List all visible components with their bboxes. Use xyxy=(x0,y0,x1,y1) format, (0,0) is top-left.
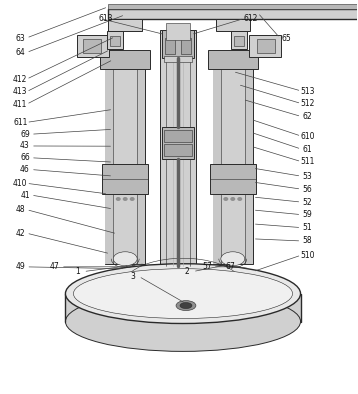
Ellipse shape xyxy=(113,252,137,266)
Ellipse shape xyxy=(237,197,242,201)
Text: 69: 69 xyxy=(20,130,30,139)
Text: 62: 62 xyxy=(303,112,312,121)
Bar xyxy=(105,65,145,264)
Ellipse shape xyxy=(221,252,245,266)
Ellipse shape xyxy=(230,187,235,191)
Bar xyxy=(213,65,221,264)
Bar xyxy=(164,56,192,61)
Bar xyxy=(160,30,196,266)
Bar xyxy=(83,39,101,52)
Text: 412: 412 xyxy=(13,75,28,84)
Polygon shape xyxy=(66,294,300,322)
Ellipse shape xyxy=(230,177,235,181)
Bar xyxy=(231,31,247,48)
Ellipse shape xyxy=(130,187,135,191)
Text: 3: 3 xyxy=(130,272,135,281)
Ellipse shape xyxy=(116,187,121,191)
Text: 53: 53 xyxy=(303,172,312,181)
Ellipse shape xyxy=(223,197,228,201)
Bar xyxy=(77,35,109,57)
Text: 57: 57 xyxy=(202,262,212,271)
Ellipse shape xyxy=(223,187,228,191)
Ellipse shape xyxy=(230,197,235,201)
Text: 2: 2 xyxy=(184,267,189,276)
Bar xyxy=(162,30,194,58)
Text: 52: 52 xyxy=(303,198,312,206)
Text: 47: 47 xyxy=(50,262,60,271)
Ellipse shape xyxy=(176,301,196,310)
Bar xyxy=(108,4,358,9)
Bar xyxy=(110,35,120,46)
Text: 49: 49 xyxy=(15,262,25,271)
Ellipse shape xyxy=(116,177,121,181)
Bar xyxy=(234,35,244,46)
Text: 613: 613 xyxy=(99,14,113,23)
Text: 413: 413 xyxy=(13,87,28,96)
Ellipse shape xyxy=(123,177,128,181)
Ellipse shape xyxy=(237,187,242,191)
Bar xyxy=(105,65,113,264)
Text: 63: 63 xyxy=(15,33,25,43)
Ellipse shape xyxy=(180,303,192,309)
Text: 512: 512 xyxy=(300,99,315,108)
Bar xyxy=(216,19,250,31)
Bar xyxy=(165,37,175,54)
Text: 59: 59 xyxy=(303,210,312,219)
Text: 611: 611 xyxy=(13,118,28,127)
Text: 58: 58 xyxy=(303,236,312,245)
Bar xyxy=(164,130,192,142)
Text: 510: 510 xyxy=(300,251,315,260)
Bar xyxy=(181,37,191,54)
Text: 61: 61 xyxy=(303,145,312,154)
Ellipse shape xyxy=(237,177,242,181)
Bar xyxy=(249,35,281,57)
Bar xyxy=(164,144,192,156)
Text: 56: 56 xyxy=(303,185,312,193)
Ellipse shape xyxy=(130,197,135,201)
Bar xyxy=(100,50,150,69)
Ellipse shape xyxy=(130,177,135,181)
Bar xyxy=(166,23,190,40)
Text: 1: 1 xyxy=(75,267,80,276)
Ellipse shape xyxy=(73,269,292,318)
Text: 43: 43 xyxy=(20,141,30,151)
Text: 513: 513 xyxy=(300,87,315,95)
Text: 612: 612 xyxy=(243,14,257,23)
Text: 46: 46 xyxy=(20,165,30,174)
Ellipse shape xyxy=(123,197,128,201)
Bar xyxy=(208,50,258,69)
Ellipse shape xyxy=(223,177,228,181)
Text: 64: 64 xyxy=(15,48,25,57)
Text: 410: 410 xyxy=(13,179,28,188)
Bar xyxy=(210,164,256,194)
Ellipse shape xyxy=(123,187,128,191)
Ellipse shape xyxy=(66,264,300,323)
Text: 51: 51 xyxy=(303,223,312,232)
Bar xyxy=(162,127,194,159)
Text: 511: 511 xyxy=(300,157,315,166)
Ellipse shape xyxy=(116,197,121,201)
Bar xyxy=(108,19,142,31)
Bar xyxy=(108,9,358,19)
Text: 41: 41 xyxy=(20,191,30,199)
Text: 610: 610 xyxy=(300,132,315,141)
Bar xyxy=(257,39,275,52)
Bar xyxy=(102,164,148,194)
Text: 65: 65 xyxy=(281,33,291,43)
Bar xyxy=(245,65,253,264)
Text: 48: 48 xyxy=(15,205,25,214)
Ellipse shape xyxy=(66,292,300,351)
Text: 67: 67 xyxy=(226,262,236,271)
Bar xyxy=(137,65,145,264)
Bar xyxy=(107,31,123,48)
Text: 411: 411 xyxy=(13,100,28,109)
Bar xyxy=(213,65,253,264)
Text: 66: 66 xyxy=(20,153,30,162)
Text: 42: 42 xyxy=(15,229,25,238)
